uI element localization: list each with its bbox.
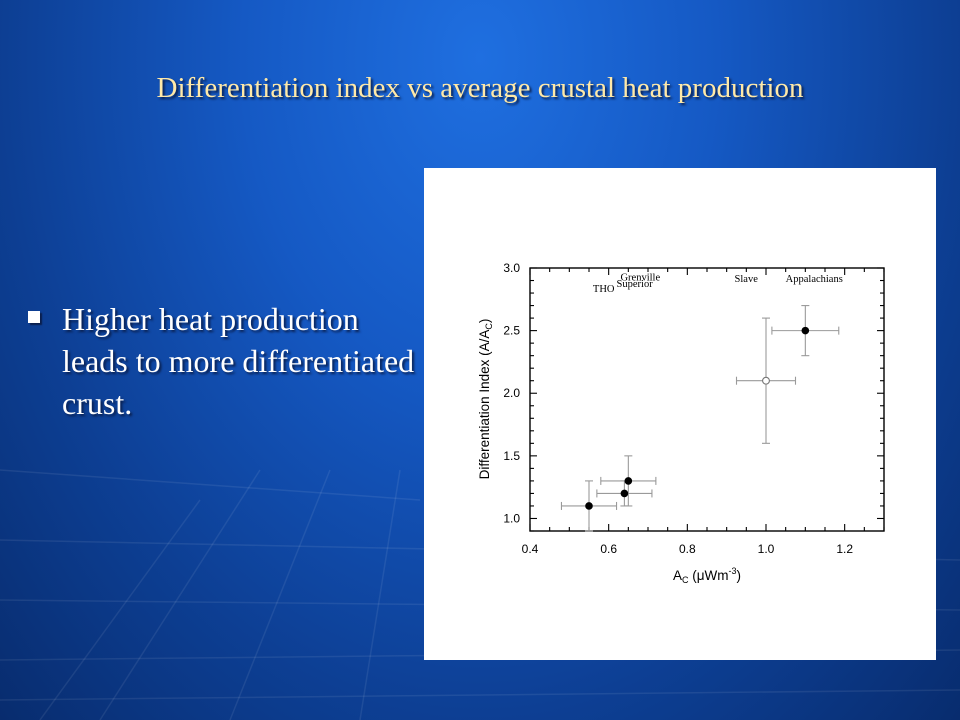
scatter-chart: 0.4 0.6 0.8 1.0 1.2 1.0 1.5 2.0 2.5 3.0 THO Superi… <box>477 261 885 585</box>
data-point <box>620 489 629 498</box>
bullet-item: Higher heat production leads to more dif… <box>22 298 422 424</box>
y-tick-label: 1.0 <box>503 511 520 525</box>
y-tick-label: 1.5 <box>503 449 520 463</box>
data-point <box>762 376 770 385</box>
bullet-square-icon <box>28 311 40 323</box>
plot-frame <box>529 267 885 532</box>
data-points <box>585 326 810 510</box>
x-axis-label: AC (μWm-3) <box>673 566 741 585</box>
region-label: Slave <box>735 274 759 285</box>
y-tick-label: 2.0 <box>503 386 520 400</box>
data-point <box>624 477 633 485</box>
bullet-list: Higher heat production leads to more dif… <box>22 298 422 424</box>
data-point <box>585 502 593 510</box>
data-point <box>801 326 810 335</box>
y-tick-label: 3.0 <box>503 261 520 275</box>
region-label: THO <box>593 284 615 295</box>
axis-ticks <box>529 267 885 532</box>
x-tick-label: 0.6 <box>600 542 617 556</box>
x-tick-label: 1.2 <box>836 542 853 556</box>
x-tick-label: 1.0 <box>758 542 775 556</box>
region-label: Grenville <box>620 273 660 284</box>
figure-panel: 0.4 0.6 0.8 1.0 1.2 1.0 1.5 2.0 2.5 3.0 THO Superi… <box>424 168 936 660</box>
bullet-text: Higher heat production leads to more dif… <box>62 301 415 421</box>
region-label: Appalachians <box>786 274 843 285</box>
x-tick-label: 0.4 <box>522 542 539 556</box>
y-axis-label: Differentiation Index (A/AC) <box>477 319 494 480</box>
x-tick-label: 0.8 <box>679 542 696 556</box>
error-bars <box>560 305 840 532</box>
region-label: Superior <box>617 279 654 290</box>
tick-labels: 0.4 0.6 0.8 1.0 1.2 1.0 1.5 2.0 2.5 3.0 <box>503 261 853 556</box>
slide-title: Differentiation index vs average crustal… <box>156 72 804 104</box>
y-tick-label: 2.5 <box>503 324 520 338</box>
